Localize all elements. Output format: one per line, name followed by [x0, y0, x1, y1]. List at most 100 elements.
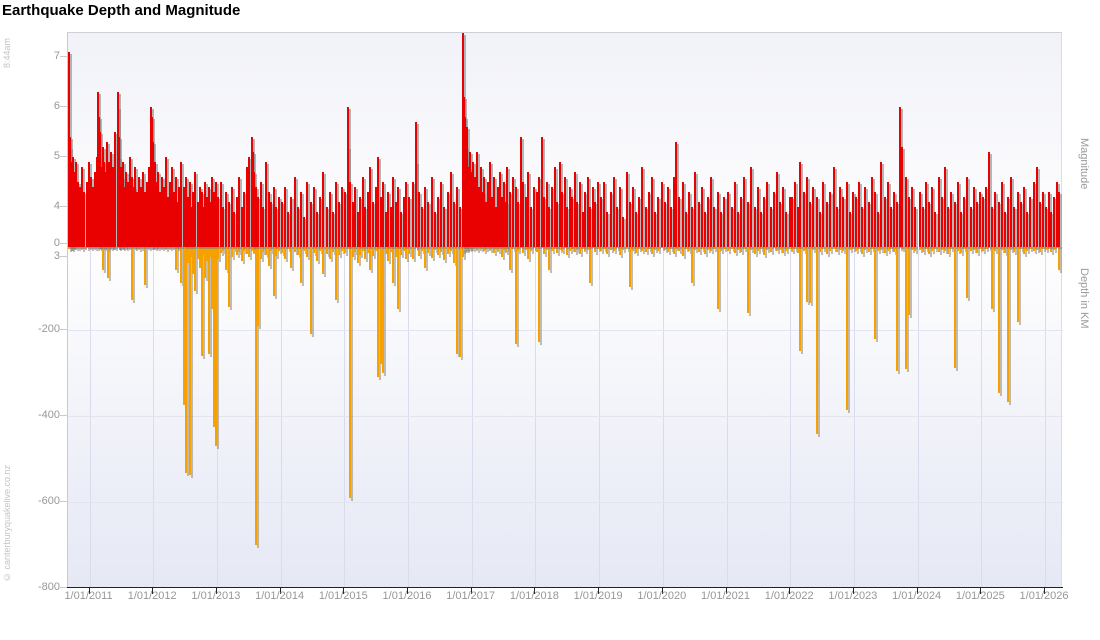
magnitude-bar[interactable]	[904, 177, 907, 247]
magnitude-bar[interactable]	[697, 202, 700, 247]
magnitude-bar[interactable]	[802, 192, 805, 247]
magnitude-bar[interactable]	[1045, 207, 1048, 247]
magnitude-bar[interactable]	[470, 172, 473, 247]
magnitude-bar[interactable]	[128, 157, 131, 247]
magnitude-bar[interactable]	[819, 212, 822, 247]
magnitude-bar[interactable]	[338, 202, 341, 247]
magnitude-bar[interactable]	[638, 197, 641, 247]
depth-bar[interactable]	[272, 244, 275, 296]
magnitude-bar[interactable]	[277, 197, 280, 247]
magnitude-bar[interactable]	[402, 197, 405, 247]
magnitude-bar[interactable]	[788, 197, 791, 247]
magnitude-bar[interactable]	[1032, 182, 1035, 247]
magnitude-bar[interactable]	[740, 197, 743, 247]
depth-bar[interactable]	[600, 244, 602, 251]
magnitude-bar[interactable]	[984, 187, 987, 247]
magnitude-bar[interactable]	[794, 182, 797, 247]
depth-bar[interactable]	[440, 244, 443, 252]
magnitude-bar[interactable]	[192, 192, 195, 247]
magnitude-bar[interactable]	[487, 182, 490, 247]
depth-bar[interactable]	[703, 244, 706, 255]
magnitude-bar[interactable]	[202, 207, 205, 247]
magnitude-bar[interactable]	[506, 167, 509, 247]
depth-bar[interactable]	[763, 244, 766, 256]
magnitude-bar[interactable]	[775, 172, 778, 247]
magnitude-bar[interactable]	[799, 162, 802, 247]
depth-bar[interactable]	[217, 244, 220, 259]
depth-bar[interactable]	[622, 244, 625, 250]
magnitude-bar[interactable]	[217, 197, 220, 247]
magnitude-bar[interactable]	[262, 207, 265, 247]
magnitude-bar[interactable]	[114, 132, 116, 247]
magnitude-bar[interactable]	[194, 172, 197, 247]
magnitude-bar[interactable]	[763, 197, 766, 247]
magnitude-bar[interactable]	[287, 212, 290, 247]
depth-bar[interactable]	[402, 244, 405, 252]
magnitude-bar[interactable]	[138, 177, 141, 247]
magnitude-bar[interactable]	[411, 182, 414, 247]
depth-bar[interactable]	[886, 244, 889, 251]
depth-bar[interactable]	[737, 244, 739, 250]
magnitude-bar[interactable]	[687, 192, 690, 247]
magnitude-bar[interactable]	[93, 172, 96, 247]
depth-bar[interactable]	[369, 244, 372, 270]
depth-bar[interactable]	[1050, 244, 1053, 252]
depth-bar[interactable]	[628, 244, 631, 287]
depth-bar[interactable]	[584, 244, 587, 251]
magnitude-bar[interactable]	[452, 202, 455, 247]
depth-bar[interactable]	[228, 244, 230, 307]
depth-bar[interactable]	[259, 244, 262, 259]
magnitude-bar[interactable]	[934, 212, 937, 247]
depth-bar[interactable]	[678, 244, 681, 251]
magnitude-bar[interactable]	[907, 197, 910, 247]
depth-bar[interactable]	[192, 244, 195, 275]
magnitude-bar[interactable]	[315, 212, 318, 247]
depth-bar[interactable]	[427, 244, 430, 253]
magnitude-bar[interactable]	[159, 192, 162, 247]
magnitude-bar[interactable]	[576, 202, 579, 247]
depth-bar[interactable]	[522, 244, 525, 253]
magnitude-bar[interactable]	[716, 192, 719, 247]
magnitude-bar[interactable]	[730, 207, 733, 247]
magnitude-bar[interactable]	[619, 187, 622, 247]
depth-bar[interactable]	[389, 244, 392, 252]
magnitude-bar[interactable]	[424, 187, 427, 247]
depth-bar[interactable]	[864, 244, 867, 250]
magnitude-bar[interactable]	[519, 137, 522, 247]
magnitude-bar[interactable]	[270, 202, 272, 247]
depth-bar[interactable]	[107, 244, 109, 279]
magnitude-bar[interactable]	[854, 197, 857, 247]
magnitude-bar[interactable]	[211, 177, 214, 247]
depth-bar[interactable]	[382, 244, 385, 373]
magnitude-bar[interactable]	[212, 192, 215, 247]
magnitude-bar[interactable]	[112, 167, 115, 247]
magnitude-bar[interactable]	[500, 197, 503, 247]
magnitude-bar[interactable]	[153, 162, 156, 247]
magnitude-bar[interactable]	[493, 177, 495, 247]
magnitude-bar[interactable]	[496, 187, 499, 247]
magnitude-bar[interactable]	[498, 172, 501, 247]
depth-bar[interactable]	[1023, 244, 1025, 254]
depth-bar[interactable]	[309, 244, 312, 335]
magnitude-bar[interactable]	[147, 167, 150, 247]
magnitude-bar[interactable]	[293, 177, 296, 247]
magnitude-bar[interactable]	[596, 182, 599, 247]
depth-bar[interactable]	[561, 244, 564, 252]
magnitude-bar[interactable]	[198, 187, 201, 247]
depth-bar[interactable]	[947, 244, 950, 255]
magnitude-bar[interactable]	[206, 197, 209, 247]
magnitude-bar[interactable]	[791, 197, 794, 247]
magnitude-bar[interactable]	[109, 152, 112, 247]
magnitude-bar[interactable]	[914, 207, 917, 247]
depth-bar[interactable]	[143, 244, 146, 285]
magnitude-bar[interactable]	[625, 172, 628, 247]
magnitude-bar[interactable]	[188, 182, 191, 247]
magnitude-bar[interactable]	[1019, 202, 1022, 247]
depth-bar[interactable]	[775, 244, 778, 251]
magnitude-bar[interactable]	[535, 192, 538, 247]
depth-bar[interactable]	[969, 244, 972, 252]
depth-bar[interactable]	[392, 244, 395, 283]
magnitude-bar[interactable]	[254, 187, 257, 247]
depth-bar[interactable]	[366, 244, 369, 253]
magnitude-bar[interactable]	[852, 192, 855, 247]
